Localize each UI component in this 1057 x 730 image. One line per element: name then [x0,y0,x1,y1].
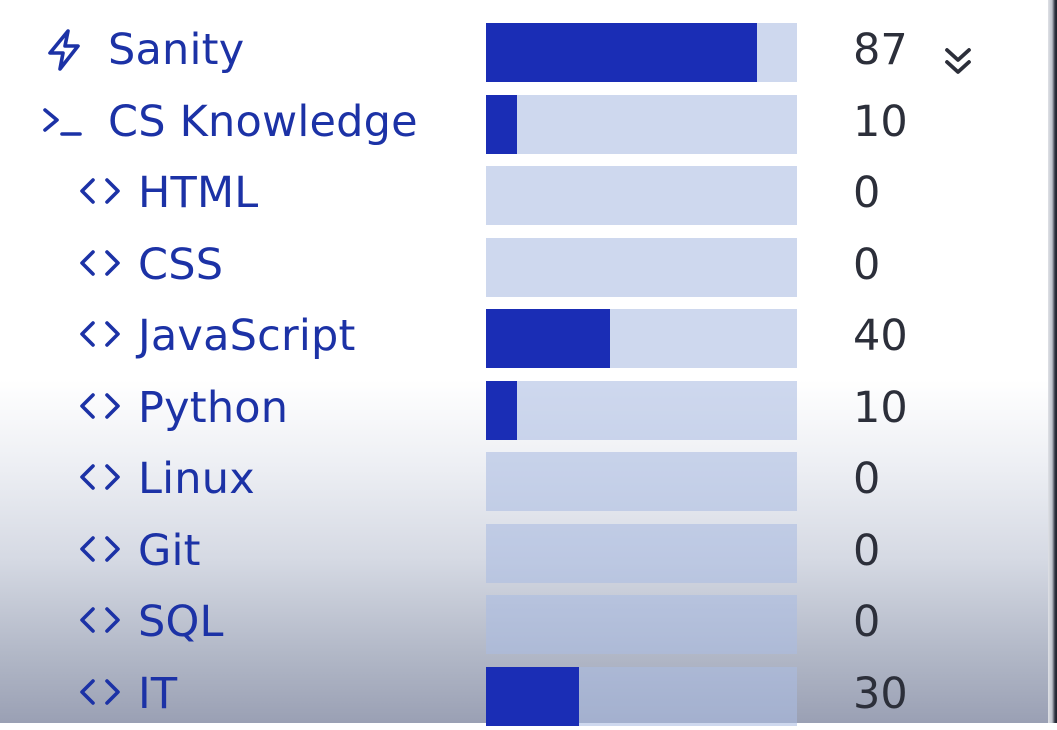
stat-label: Git [138,525,201,576]
stat-bar-fill [486,309,611,368]
stat-row-sql: SQL 0 [0,586,1048,658]
stat-row-git: Git 0 [0,515,1048,587]
stat-bar [486,452,797,511]
stat-row-cs-knowledge: CS Knowledge 10 [0,86,1048,158]
stat-label: Linux [138,454,255,504]
stat-label: HTML [138,168,259,218]
code-icon [76,169,124,217]
stat-label: SQL [138,597,224,647]
stat-value: 0 [853,525,881,576]
stat-value: 10 [853,96,908,147]
stat-row-linux: Linux 0 [0,443,1048,515]
code-icon [76,527,124,575]
stat-label: IT [138,668,178,719]
code-icon [76,312,124,360]
stat-bar [486,523,797,583]
stat-row-python: Python 10 [0,372,1048,444]
stat-bar [486,94,797,154]
stat-label: JavaScript [138,311,356,361]
stat-value: 0 [853,168,881,218]
stat-bar-fill [486,23,757,82]
stat-value: 40 [853,311,908,361]
stat-bar [486,595,797,654]
stat-bar [486,23,797,82]
window-edge [1048,0,1057,723]
code-icon [76,670,124,718]
lightning-icon [40,26,88,74]
code-icon [76,241,124,289]
stat-bar [486,237,797,297]
stat-bar [486,380,797,440]
stat-bar-fill [486,380,518,440]
stat-bar-fill [486,94,518,154]
code-icon [76,598,124,646]
stat-bar-fill [486,666,580,726]
code-icon [76,455,124,503]
stat-value: 0 [853,239,881,290]
stat-label: CS Knowledge [108,96,418,147]
chevron-double-down-icon[interactable] [938,42,978,82]
terminal-icon [40,98,88,146]
stat-row-it: IT 30 [0,658,1048,730]
stat-row-css: CSS 0 [0,229,1048,301]
stat-value: 87 [853,25,908,75]
stat-value: 0 [853,597,881,647]
stat-bar [486,309,797,368]
code-icon [76,384,124,432]
stat-value: 30 [853,668,908,719]
stat-label: CSS [138,239,224,290]
stat-value: 10 [853,382,908,433]
stat-bar [486,166,797,225]
stat-label: Python [138,382,289,433]
stat-row-javascript: JavaScript 40 [0,300,1048,372]
stat-row-sanity: Sanity 87 [0,14,1048,86]
stat-value: 0 [853,454,881,504]
stat-bar [486,666,797,726]
stat-label: Sanity [108,25,245,75]
stat-row-html: HTML 0 [0,157,1048,229]
